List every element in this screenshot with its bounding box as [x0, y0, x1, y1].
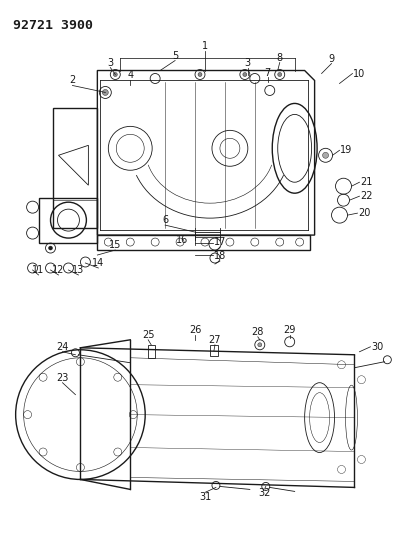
Text: 29: 29 — [283, 325, 295, 335]
Circle shape — [49, 246, 53, 250]
Text: 31: 31 — [198, 492, 211, 503]
Circle shape — [257, 343, 261, 347]
Text: 10: 10 — [352, 69, 365, 78]
Text: 11: 11 — [32, 265, 45, 275]
Text: 22: 22 — [359, 191, 372, 201]
Text: 14: 14 — [92, 258, 104, 268]
Text: 2: 2 — [69, 76, 75, 85]
Text: 18: 18 — [213, 251, 225, 261]
Text: 28: 28 — [251, 327, 263, 337]
Text: 17: 17 — [213, 237, 225, 247]
Text: 8: 8 — [276, 53, 282, 62]
Text: 9: 9 — [328, 53, 334, 63]
Text: 25: 25 — [142, 330, 154, 340]
Circle shape — [277, 72, 281, 77]
Text: 6: 6 — [162, 215, 168, 225]
Text: 24: 24 — [56, 342, 69, 352]
Text: 32: 32 — [258, 488, 270, 498]
Circle shape — [102, 90, 108, 95]
Text: 23: 23 — [56, 373, 69, 383]
Text: 7: 7 — [264, 68, 270, 77]
Text: 16: 16 — [176, 235, 188, 245]
Text: 4: 4 — [127, 70, 133, 80]
Circle shape — [322, 152, 328, 158]
Text: 5: 5 — [172, 51, 178, 61]
Text: 15: 15 — [109, 240, 121, 250]
Text: 13: 13 — [72, 265, 84, 275]
Text: 21: 21 — [359, 177, 372, 187]
Text: 20: 20 — [357, 208, 370, 218]
Text: 3: 3 — [107, 58, 113, 68]
Circle shape — [198, 72, 201, 77]
Text: 3: 3 — [244, 58, 250, 68]
Text: 19: 19 — [340, 146, 352, 155]
Text: 12: 12 — [52, 265, 65, 275]
Text: 26: 26 — [188, 325, 201, 335]
Circle shape — [113, 72, 117, 77]
Circle shape — [242, 72, 246, 77]
Text: 27: 27 — [208, 335, 221, 345]
Text: 1: 1 — [201, 41, 208, 51]
Text: 92721 3900: 92721 3900 — [12, 19, 92, 31]
Text: 30: 30 — [371, 342, 383, 352]
